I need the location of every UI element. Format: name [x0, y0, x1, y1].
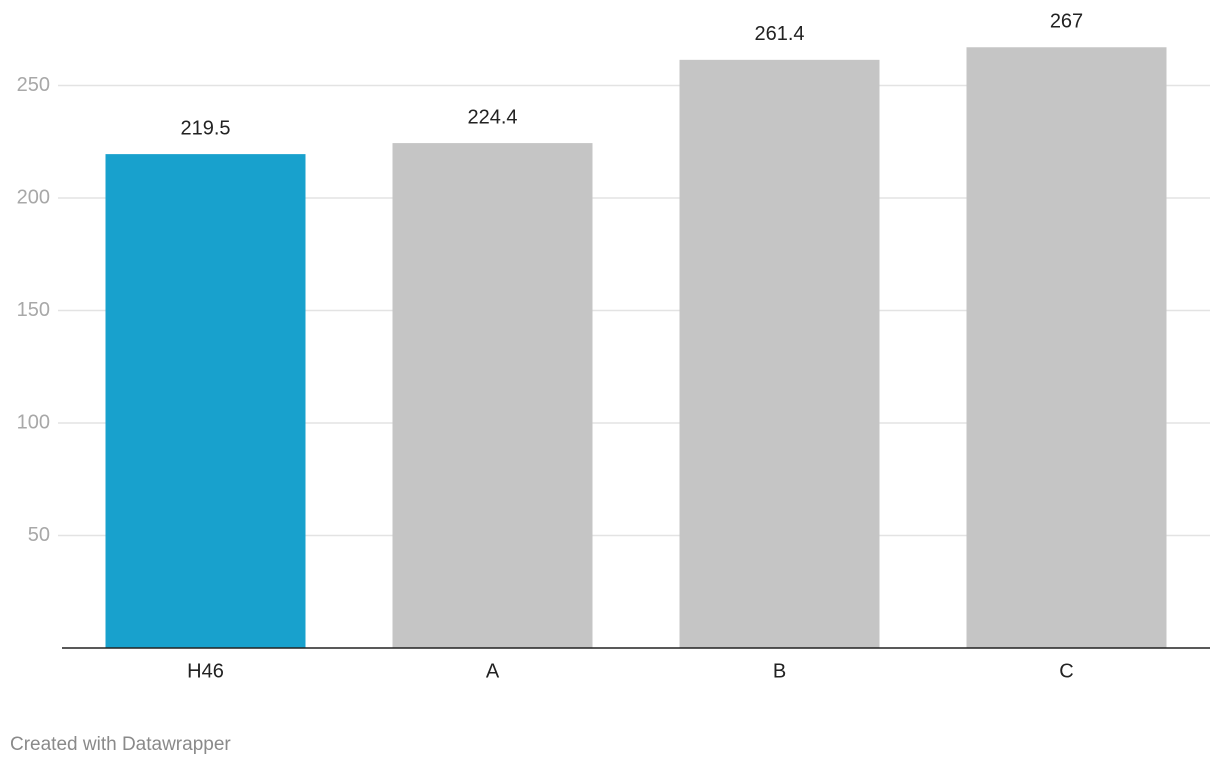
- y-tick-label: 200: [17, 186, 50, 208]
- x-tick-label: C: [1059, 660, 1073, 682]
- y-tick-label: 150: [17, 299, 50, 321]
- bar: [392, 143, 593, 648]
- value-label: 224.4: [467, 106, 517, 128]
- x-tick-label: H46: [187, 660, 224, 682]
- value-label: 219.5: [180, 117, 230, 139]
- value-label: 267: [1050, 11, 1083, 33]
- x-tick-label: A: [486, 660, 500, 682]
- y-tick-label: 250: [17, 74, 50, 96]
- bar: [105, 154, 306, 648]
- value-label: 261.4: [754, 23, 804, 45]
- bar: [966, 47, 1167, 648]
- y-tick-label: 50: [28, 524, 50, 546]
- x-tick-label: B: [773, 660, 786, 682]
- y-tick-label: 100: [17, 411, 50, 433]
- bar: [679, 59, 880, 649]
- credit: Created with Datawrapper: [10, 734, 231, 755]
